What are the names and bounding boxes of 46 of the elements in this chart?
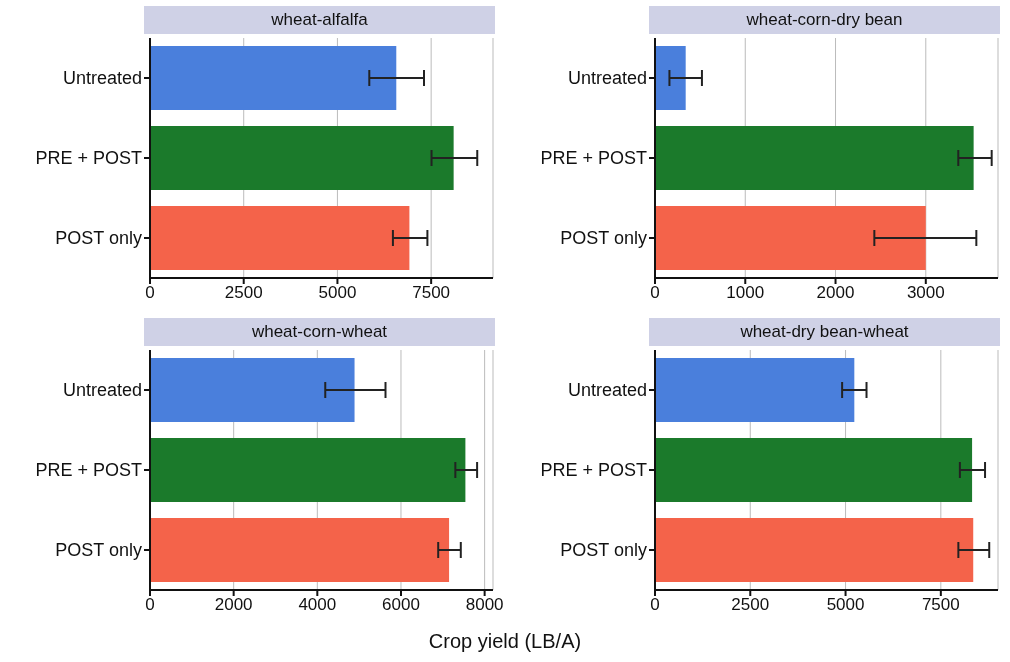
bar [655, 358, 855, 422]
x-axis-title: Crop yield (LB/A) [427, 630, 583, 653]
y-tick-label: Untreated [62, 68, 142, 89]
bar [655, 126, 974, 190]
x-tick-label: 7500 [412, 283, 451, 303]
y-tick-label: PRE + POST [35, 460, 142, 481]
y-tick-label: PRE + POST [540, 460, 647, 481]
bar [655, 518, 974, 582]
x-tick-label: 6000 [382, 595, 420, 615]
x-tick-label: 2500 [224, 283, 263, 303]
bar [150, 46, 397, 110]
x-tick-label: 7500 [921, 595, 960, 615]
chart-title: wheat-corn-wheat [144, 318, 495, 346]
bar [150, 518, 450, 582]
chart-title: wheat-dry bean-wheat [649, 318, 1000, 346]
y-tick-label: Untreated [567, 380, 647, 401]
bar [655, 46, 686, 110]
x-tick-label: 8000 [465, 595, 504, 615]
x-tick-label: 5000 [318, 283, 357, 303]
bar [150, 438, 466, 502]
chart-title: wheat-alfalfa [144, 6, 495, 34]
x-tick-label: 0 [650, 595, 660, 615]
y-tick-label: POST only [560, 540, 647, 561]
y-tick-label: POST only [560, 228, 647, 249]
x-tick-label: 2500 [731, 595, 770, 615]
x-tick-label: 2000 [816, 283, 855, 303]
x-tick-label: 2000 [214, 595, 253, 615]
y-tick-label: POST only [55, 228, 142, 249]
y-tick-label: PRE + POST [540, 148, 647, 169]
y-tick-label: Untreated [62, 380, 142, 401]
y-tick-label: Untreated [567, 68, 647, 89]
bar [655, 206, 926, 270]
x-tick-label: 3000 [906, 283, 945, 303]
bar [150, 126, 454, 190]
x-tick-label: 0 [145, 283, 155, 303]
x-tick-label: 0 [145, 595, 155, 615]
y-tick-label: PRE + POST [35, 148, 142, 169]
x-tick-label: 1000 [726, 283, 765, 303]
chart-title: wheat-corn-dry bean [649, 6, 1000, 34]
bar [150, 358, 355, 422]
bar [150, 206, 410, 270]
bar [655, 438, 973, 502]
x-tick-label: 4000 [298, 595, 337, 615]
x-tick-label: 5000 [826, 595, 865, 615]
y-tick-label: POST only [55, 540, 142, 561]
x-tick-label: 0 [650, 283, 660, 303]
